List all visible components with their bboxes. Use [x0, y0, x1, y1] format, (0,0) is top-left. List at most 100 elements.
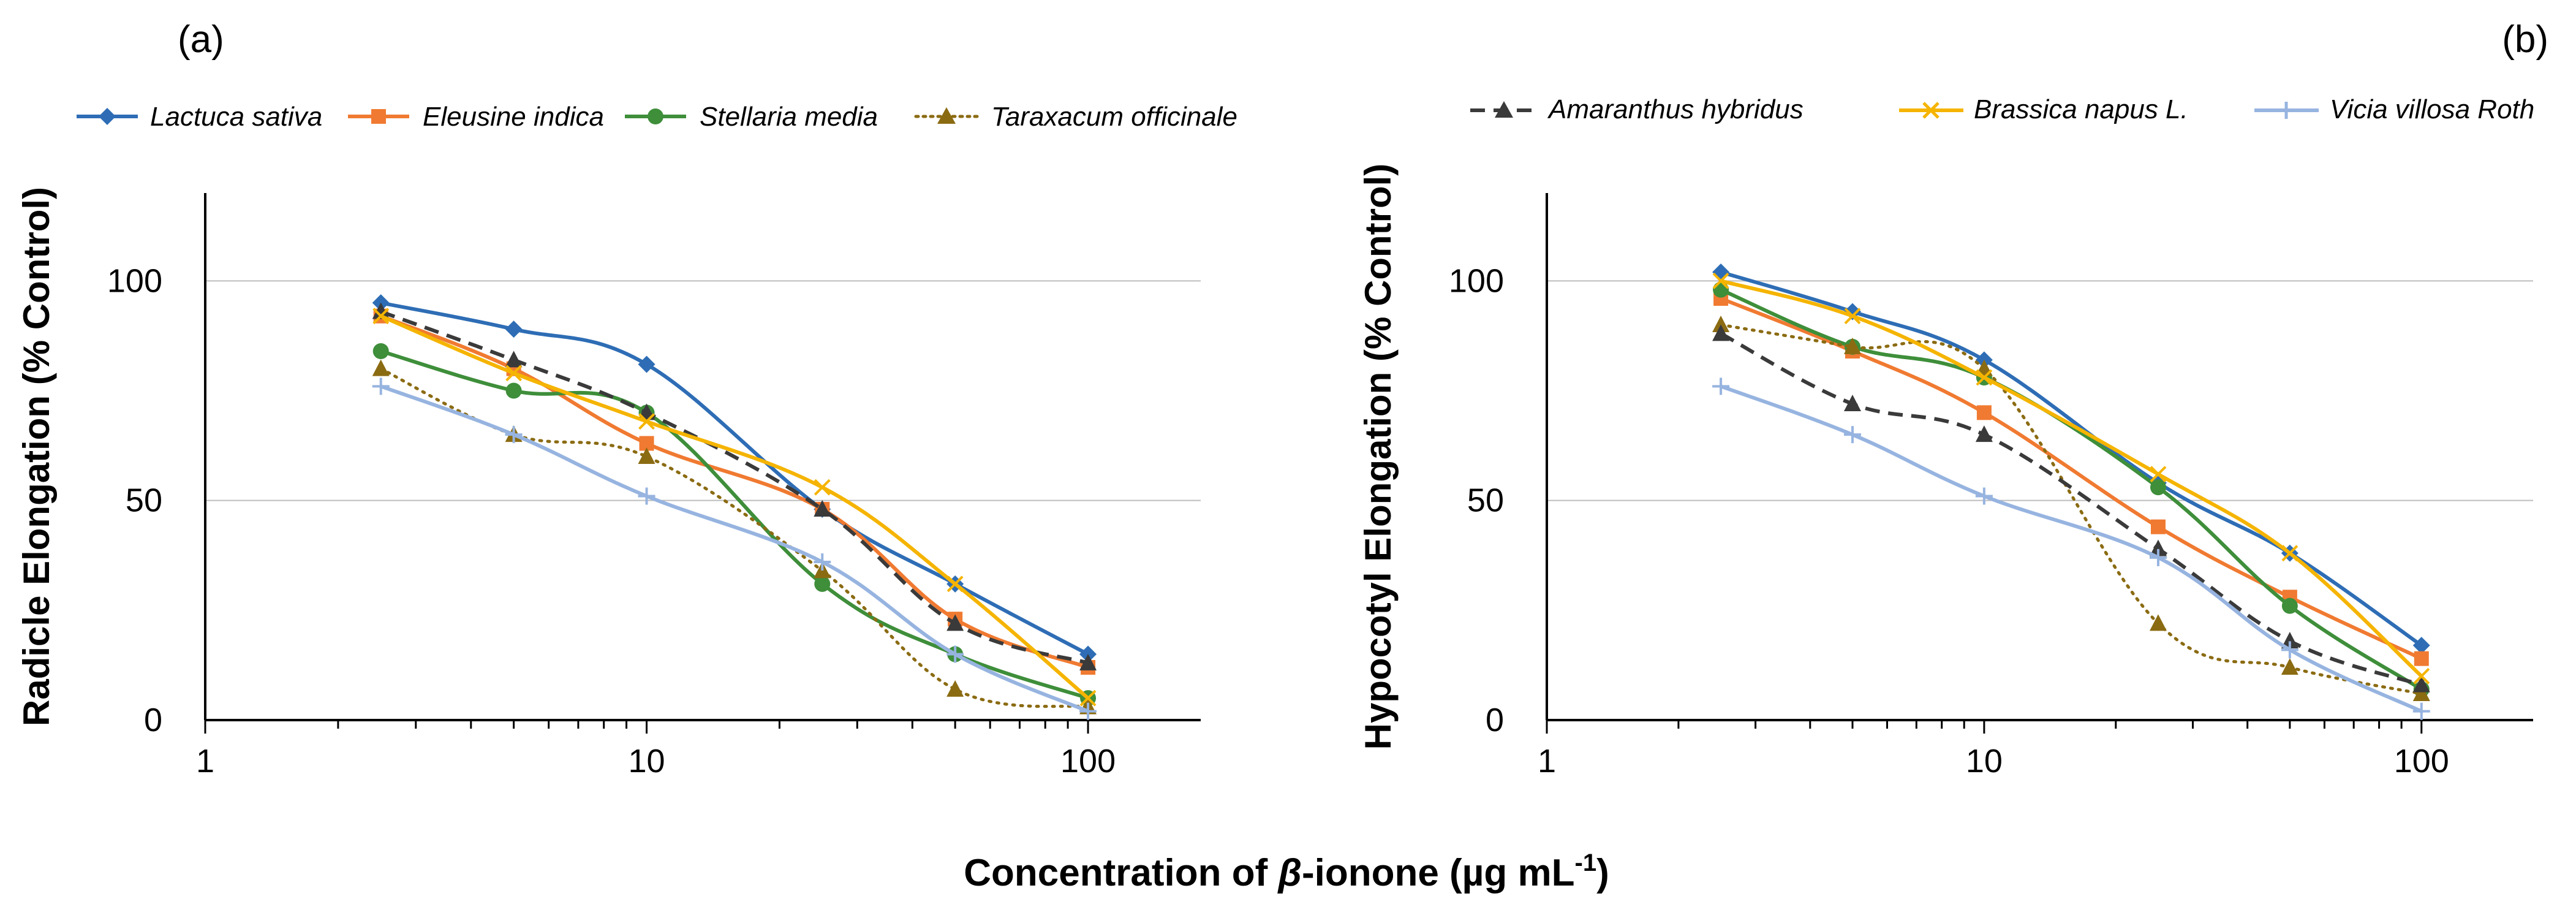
- data-point-vicia-villosa-roth: [814, 553, 831, 571]
- x-tick-label: 100: [1060, 743, 1116, 780]
- x-tick-label: 10: [628, 743, 665, 780]
- data-point-vicia-villosa-roth: [2412, 702, 2430, 720]
- data-point-brassica-napus-l: [2150, 466, 2167, 483]
- chart-panel-b: 1 10 100 0 50 100 Hypocotyl Elongation (% Cont…: [1358, 164, 2533, 780]
- data-point-brassica-napus-l: [638, 413, 655, 430]
- data-point-brassica-napus-l: [1976, 369, 1993, 386]
- series-line-stellaria-media: [1719, 287, 2423, 691]
- data-point-vicia-villosa-roth: [2281, 641, 2298, 659]
- data-point-amaranthus-hybridus: [814, 500, 831, 517]
- data-point-amaranthus-hybridus: [1843, 395, 1861, 411]
- data-point-vicia-villosa-roth: [1843, 426, 1861, 444]
- data-point-amaranthus-hybridus: [2281, 632, 2298, 648]
- data-point-taraxacum-officinale: [2412, 685, 2430, 701]
- series-vicia-villosa-roth: [1712, 378, 2430, 720]
- data-point-stellaria-media: [505, 382, 522, 399]
- series-line-brassica-napus-l: [379, 314, 1090, 700]
- legend-label-eleusine: Eleusine indica: [423, 102, 604, 132]
- series-taraxacum-officinale: [372, 359, 1097, 715]
- data-point-vicia-villosa-roth: [372, 378, 390, 395]
- series-line-vicia-villosa-roth: [1719, 384, 2423, 713]
- legend-label-lactuca: Lactuca sativa: [150, 102, 322, 132]
- data-point-stellaria-media: [814, 575, 831, 592]
- series-line-lactuca-sativa: [1719, 270, 2423, 648]
- x-tick-label: 10: [1966, 743, 2003, 780]
- series-line-brassica-napus-l: [1719, 279, 2423, 678]
- data-point-amaranthus-hybridus: [1975, 425, 1993, 442]
- data-point-brassica-napus-l: [1079, 689, 1097, 707]
- data-point-taraxacum-officinale: [1712, 316, 1730, 332]
- x-axis-label: Concentration of β-ionone (µg mL-1): [964, 849, 1609, 894]
- x-axis-label-close: ): [1596, 852, 1609, 894]
- data-point-taraxacum-officinale: [372, 359, 390, 376]
- data-point-taraxacum-officinale: [946, 680, 964, 697]
- y-axis-label: Hypocotyl Elongation (% Control): [1358, 164, 1399, 750]
- series-eleusine-indica: [373, 308, 1096, 675]
- legend-label-vicia: Vicia villosa Roth: [2330, 94, 2534, 124]
- data-point-brassica-napus-l: [372, 308, 390, 325]
- legend-entry-eleusine: Eleusine indica: [348, 102, 604, 132]
- legend-label-stellaria: Stellaria media: [700, 102, 878, 132]
- data-point-lactuca-sativa: [505, 321, 523, 338]
- legend-a: Lactuca sativa Eleusine indica Stellaria…: [77, 102, 1237, 132]
- series-line-eleusine-indica: [379, 314, 1090, 669]
- data-point-stellaria-media: [372, 343, 389, 359]
- data-point-brassica-napus-l: [1844, 308, 1861, 325]
- series-stellaria-media: [372, 343, 1097, 707]
- data-point-stellaria-media: [2150, 479, 2166, 496]
- data-point-vicia-villosa-roth: [946, 645, 964, 663]
- chart-panel-a: 1 10 100 0 50 100 Radicle Elongation (% Contro…: [16, 187, 1201, 780]
- panel-label-a: (a): [178, 18, 224, 61]
- legend-b: Amaranthus hybridus Brassica napus L. Vi…: [1470, 94, 2534, 124]
- data-point-amaranthus-hybridus: [372, 302, 390, 319]
- series-line-stellaria-media: [379, 349, 1090, 700]
- y-tick-label: 0: [144, 702, 162, 738]
- x-axis-label-part2: -ionone (µg mL: [1302, 852, 1575, 894]
- series-stellaria-media: [1713, 281, 2430, 697]
- series-line-vicia-villosa-roth: [379, 384, 1090, 713]
- data-point-vicia-villosa-roth: [1975, 487, 1993, 505]
- series-line-taraxacum-officinale: [379, 367, 1090, 708]
- x-tick-label: 1: [196, 743, 214, 780]
- legend-label-amaranthus: Amaranthus hybridus: [1547, 94, 1804, 124]
- panel-label-b: (b): [2502, 18, 2548, 61]
- data-point-vicia-villosa-roth: [505, 426, 523, 444]
- legend-entry-amaranthus: Amaranthus hybridus: [1470, 94, 1804, 124]
- series-brassica-napus-l: [1712, 272, 2430, 685]
- x-axis-label-part1: Concentration of: [964, 852, 1278, 894]
- data-point-amaranthus-hybridus: [2412, 675, 2430, 693]
- series-vicia-villosa-roth: [372, 378, 1097, 720]
- data-point-vicia-villosa-roth: [2149, 548, 2167, 566]
- y-axis-label: Radicle Elongation (% Control): [16, 187, 57, 726]
- y-tick-label: 50: [1467, 482, 1504, 519]
- legend-entry-lactuca: Lactuca sativa: [77, 102, 322, 132]
- y-tick-label: 100: [1449, 262, 1504, 299]
- data-point-taraxacum-officinale: [2281, 658, 2298, 675]
- data-point-amaranthus-hybridus: [2149, 539, 2167, 556]
- legend-label-brassica: Brassica napus L.: [1974, 94, 2188, 124]
- y-tick-label: 0: [1486, 702, 1504, 738]
- data-point-stellaria-media: [2281, 598, 2298, 614]
- data-point-eleusine-indica: [2150, 519, 2166, 534]
- x-axis-label-beta: β: [1277, 852, 1301, 894]
- data-point-lactuca-sativa: [2412, 637, 2430, 655]
- y-tick-label: 100: [107, 262, 162, 299]
- data-point-amaranthus-hybridus: [1079, 653, 1097, 670]
- data-point-vicia-villosa-roth: [1079, 702, 1097, 720]
- series-lactuca-sativa: [1712, 264, 2430, 655]
- legend-label-taraxacum: Taraxacum officinale: [991, 102, 1237, 132]
- data-point-brassica-napus-l: [505, 365, 523, 382]
- data-point-brassica-napus-l: [1712, 272, 1729, 289]
- series-amaranthus-hybridus: [1712, 324, 2430, 693]
- legend-entry-taraxacum: Taraxacum officinale: [914, 102, 1237, 132]
- series-line-amaranthus-hybridus: [1720, 332, 2422, 687]
- data-point-brassica-napus-l: [946, 575, 964, 593]
- data-point-lactuca-sativa: [1712, 264, 1730, 281]
- data-point-brassica-napus-l: [2281, 545, 2298, 562]
- data-point-vicia-villosa-roth: [638, 487, 655, 505]
- series-taraxacum-officinale: [1712, 316, 2430, 701]
- series-line-amaranthus-hybridus: [380, 309, 1089, 665]
- data-point-vicia-villosa-roth: [1712, 378, 1730, 395]
- data-point-amaranthus-hybridus: [505, 351, 523, 368]
